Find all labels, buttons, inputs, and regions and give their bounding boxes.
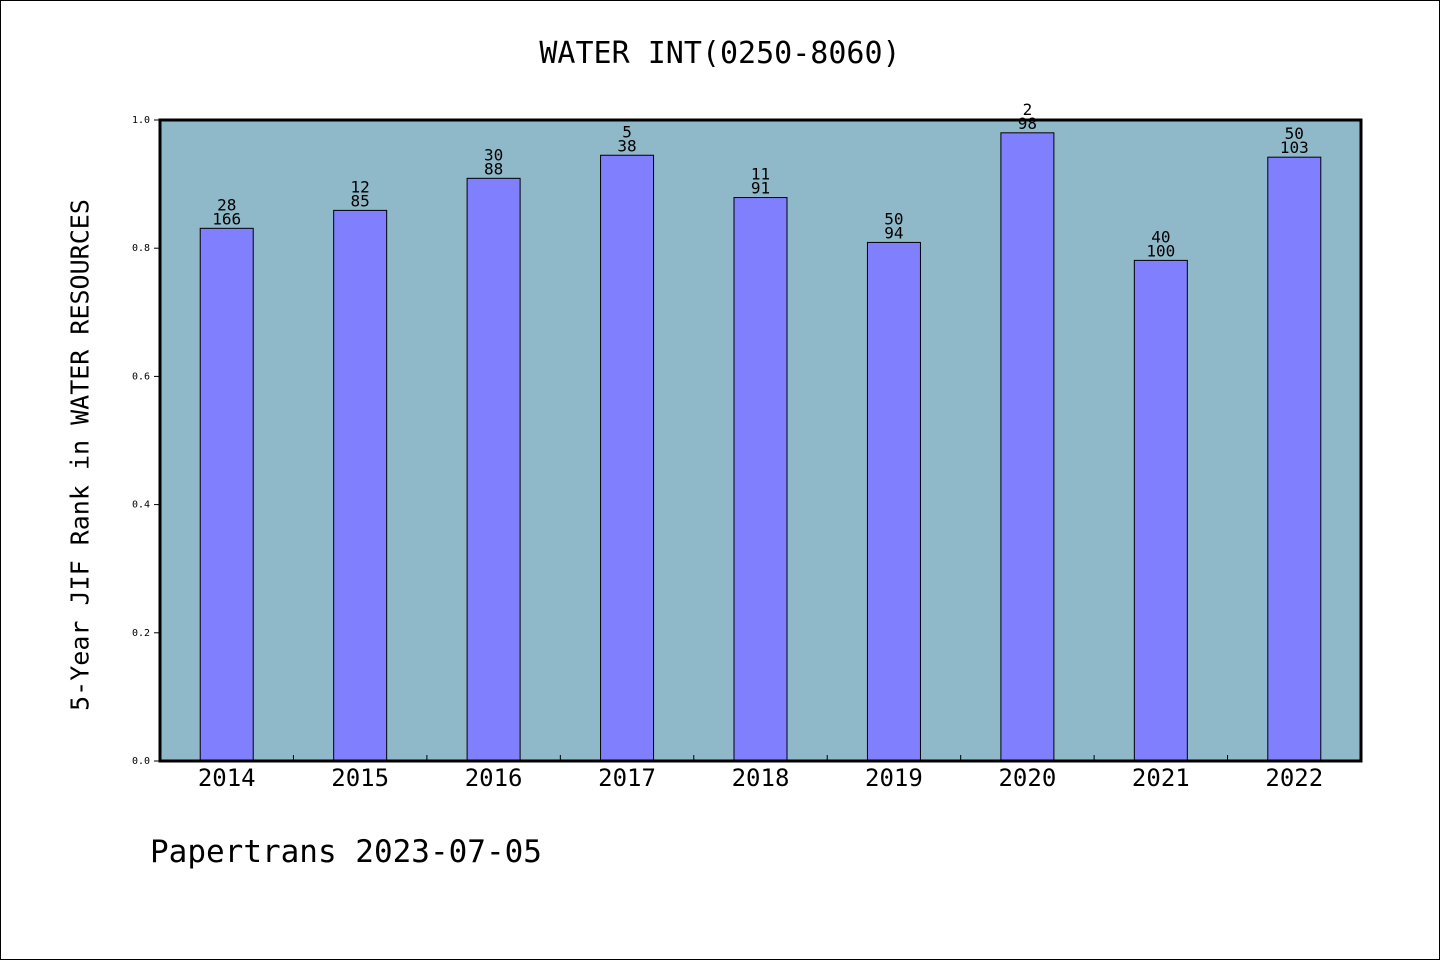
x-tick-label: 2020 bbox=[998, 764, 1056, 792]
y-tick-label: 0.2 bbox=[132, 628, 150, 639]
bar-2014 bbox=[199, 227, 254, 762]
footer-credit: Papertrans 2023-07-05 bbox=[150, 834, 542, 870]
x-tick-label: 2018 bbox=[732, 764, 790, 792]
bar-2018 bbox=[733, 197, 788, 762]
bar-rank-label: 40 bbox=[1151, 227, 1170, 246]
y-tick-label: 0.0 bbox=[132, 756, 150, 767]
bar-rank-label: 50 bbox=[1285, 124, 1304, 143]
bar-rank-label: 2 bbox=[1023, 100, 1033, 119]
x-tick-label: 2014 bbox=[198, 764, 256, 792]
bar-total-label: 103 bbox=[1280, 138, 1309, 157]
bar-total-label: 38 bbox=[617, 136, 636, 155]
plot-border bbox=[158, 118, 1363, 763]
bar-rank-label: 28 bbox=[217, 195, 236, 214]
bar-total-label: 166 bbox=[212, 209, 241, 228]
x-tick-label: 2022 bbox=[1265, 764, 1323, 792]
bar-2021 bbox=[1133, 259, 1188, 762]
y-tick-label: 0.8 bbox=[132, 243, 150, 254]
bar-rank-label: 12 bbox=[351, 177, 370, 196]
y-tick-label: 0.6 bbox=[132, 371, 150, 382]
y-tick-label: 1.0 bbox=[132, 115, 150, 126]
bar-2016 bbox=[466, 177, 521, 762]
bar-2017 bbox=[600, 154, 655, 762]
bar-2020 bbox=[1000, 132, 1055, 762]
bar-total-label: 88 bbox=[484, 159, 503, 178]
bar-total-label: 91 bbox=[751, 179, 770, 198]
bar-total-label: 100 bbox=[1146, 241, 1175, 260]
bar-rank-label: 50 bbox=[884, 209, 903, 228]
x-tick-label: 2021 bbox=[1132, 764, 1190, 792]
bar-total-label: 85 bbox=[351, 191, 370, 210]
bar-rank-label: 5 bbox=[622, 122, 632, 141]
bar-total-label: 94 bbox=[884, 223, 903, 242]
x-tick-label: 2017 bbox=[598, 764, 656, 792]
x-tick-label: 2016 bbox=[465, 764, 523, 792]
bar-2022 bbox=[1267, 156, 1322, 762]
chart-title: WATER INT(0250-8060) bbox=[539, 36, 901, 71]
y-tick-label: 0.4 bbox=[132, 500, 150, 511]
bar-2019 bbox=[866, 241, 921, 762]
bar-rank-label: 30 bbox=[484, 145, 503, 164]
x-tick-label: 2019 bbox=[865, 764, 923, 792]
bar-total-label: 98 bbox=[1018, 114, 1037, 133]
bar-rank-label: 11 bbox=[751, 165, 770, 184]
bar-2015 bbox=[333, 209, 388, 762]
x-tick-label: 2015 bbox=[331, 764, 389, 792]
